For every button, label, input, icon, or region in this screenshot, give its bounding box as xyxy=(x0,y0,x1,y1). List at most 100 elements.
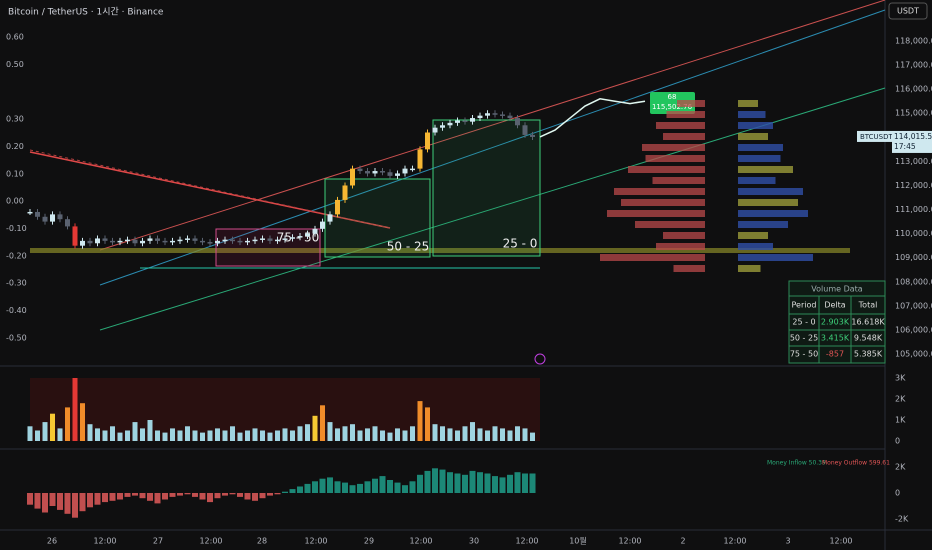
flow-bar xyxy=(222,493,228,496)
profile-bar-sell xyxy=(635,221,705,228)
flow-bar xyxy=(402,485,408,493)
volume-bar xyxy=(275,430,280,441)
volume-bar xyxy=(267,432,273,441)
candle xyxy=(320,221,325,229)
volume-bar xyxy=(335,428,340,441)
flow-bar xyxy=(372,478,378,493)
price-tick-label: 118,000.00 xyxy=(895,37,932,46)
flow-bar xyxy=(207,493,213,503)
candle xyxy=(530,134,535,137)
candle xyxy=(72,226,78,246)
candle xyxy=(357,168,363,172)
volume-bar xyxy=(417,401,423,441)
volume-bar xyxy=(492,426,498,441)
volume-bar xyxy=(177,430,183,441)
volume-bar xyxy=(192,430,198,441)
volume-bar xyxy=(155,430,160,441)
candle xyxy=(230,239,235,242)
flow-bar xyxy=(349,485,356,493)
table-cell: -857 xyxy=(826,350,844,359)
flow-bar xyxy=(177,493,183,496)
volume-bar xyxy=(230,426,235,441)
candle xyxy=(215,240,220,244)
volume-bar xyxy=(365,428,370,441)
profile-bar-buy xyxy=(738,265,761,272)
profile-bar-buy xyxy=(738,243,773,250)
candle xyxy=(245,240,250,243)
volume-bar xyxy=(170,428,175,441)
volume-bar xyxy=(245,430,250,441)
candle xyxy=(290,237,295,239)
flow-tick-label: -2K xyxy=(895,515,909,524)
volume-bar xyxy=(102,430,108,441)
volume-bar xyxy=(320,405,325,441)
volume-bar xyxy=(530,432,535,441)
x-tick-label: 12:00 xyxy=(409,537,432,546)
flow-bar xyxy=(462,474,468,493)
table-cell: 2.903K xyxy=(821,318,850,327)
volume-bar xyxy=(132,422,138,441)
candle xyxy=(440,125,445,128)
flow-bar xyxy=(507,474,513,493)
candle xyxy=(335,199,340,215)
volume-bar xyxy=(222,430,228,441)
volume-bar xyxy=(200,432,205,441)
volume-bar xyxy=(515,426,520,441)
flow-bar xyxy=(132,493,138,496)
profile-bar-sell xyxy=(656,122,705,129)
volume-bar xyxy=(387,432,393,441)
volume-bar xyxy=(402,430,408,441)
profile-bar-sell xyxy=(677,100,705,107)
volume-bar xyxy=(395,428,400,441)
left-tick-label: -0.50 xyxy=(6,333,27,342)
profile-bar-buy xyxy=(738,232,768,239)
flow-bar xyxy=(124,493,131,497)
profile-bar-sell xyxy=(600,254,705,261)
volume-bar xyxy=(117,432,123,441)
candle xyxy=(140,240,145,244)
volume-bar xyxy=(447,428,453,441)
profile-bar-sell xyxy=(666,111,705,118)
x-tick-label: 12:00 xyxy=(829,537,852,546)
flow-bar xyxy=(514,472,521,493)
flow-bar xyxy=(454,473,461,493)
x-tick-label: 10월 xyxy=(569,536,587,546)
flow-bar xyxy=(447,472,453,493)
volume-bar xyxy=(455,430,460,441)
volume-poc-band xyxy=(30,248,850,253)
box-label: 50 - 25 xyxy=(387,240,430,254)
currency-button-label[interactable]: USDT xyxy=(897,7,919,16)
flow-bar xyxy=(57,493,63,510)
candle xyxy=(275,239,280,242)
candle xyxy=(492,113,498,115)
flow-bar xyxy=(439,469,446,493)
volume-bar xyxy=(215,428,220,441)
volume-bar xyxy=(477,428,483,441)
profile-bar-buy xyxy=(738,122,773,129)
table-title: Volume Data xyxy=(811,285,862,294)
flow-bar xyxy=(72,493,78,518)
table-cell: 9.548K xyxy=(854,334,883,343)
volume-bar xyxy=(125,430,130,441)
event-icon[interactable] xyxy=(534,353,546,365)
profile-bar-buy xyxy=(738,254,813,261)
profile-bar-buy xyxy=(738,177,776,184)
candle xyxy=(222,239,228,242)
candle xyxy=(470,118,475,122)
flow-bar xyxy=(229,493,236,495)
currency-button[interactable] xyxy=(888,2,928,20)
volume-bar xyxy=(260,430,265,441)
flow-bar xyxy=(154,493,161,504)
candle xyxy=(102,238,108,241)
x-tick-label: 12:00 xyxy=(618,537,641,546)
table-cell: 50 - 25 xyxy=(790,334,818,343)
flow-bar xyxy=(432,468,438,493)
x-tick-label: 26 xyxy=(47,537,57,546)
price-tick-label: 117,000.00 xyxy=(895,61,932,70)
flow-bar xyxy=(162,493,168,500)
left-tick-label: -0.10 xyxy=(6,224,27,233)
x-tick-label: 12:00 xyxy=(93,537,116,546)
flow-bar xyxy=(499,477,506,493)
left-tick-label: 0.10 xyxy=(6,169,24,178)
